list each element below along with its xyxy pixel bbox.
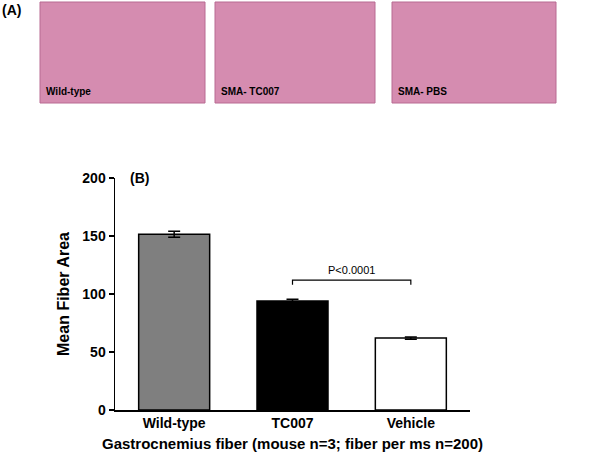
- svg-text:Gastrocnemius fiber (mouse n=3: Gastrocnemius fiber (mouse n=3; fiber pe…: [102, 435, 483, 452]
- svg-text:(A): (A): [2, 2, 21, 18]
- svg-text:SMA- TC007: SMA- TC007: [221, 86, 280, 97]
- svg-text:0: 0: [98, 402, 106, 418]
- svg-text:Mean Fiber Area: Mean Fiber Area: [55, 232, 72, 356]
- svg-text:Wild-type: Wild-type: [46, 86, 91, 97]
- svg-text:200: 200: [82, 170, 106, 186]
- svg-text:Wild-type: Wild-type: [143, 415, 206, 431]
- svg-text:Vehicle: Vehicle: [387, 415, 435, 431]
- svg-text:150: 150: [82, 228, 106, 244]
- svg-text:SMA- PBS: SMA- PBS: [398, 86, 447, 97]
- svg-text:100: 100: [82, 286, 106, 302]
- svg-text:P<0.0001: P<0.0001: [328, 264, 375, 276]
- svg-text:50: 50: [90, 344, 106, 360]
- svg-text:TC007: TC007: [271, 415, 313, 431]
- svg-text:(B): (B): [130, 170, 149, 186]
